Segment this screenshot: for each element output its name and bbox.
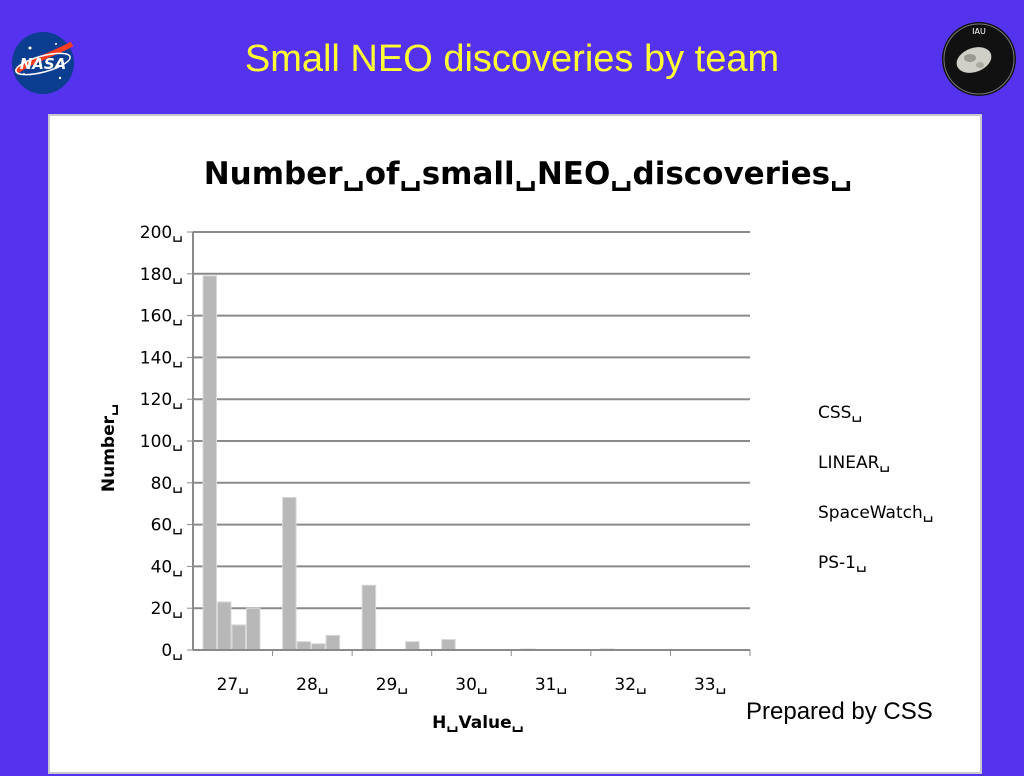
bar xyxy=(282,496,297,651)
prepared-by-label: Prepared by CSS xyxy=(746,698,933,725)
y-tick-label: 160␣ xyxy=(140,307,183,327)
y-tick-label: 40␣ xyxy=(151,557,183,577)
x-tick-label: 30␣ xyxy=(455,675,487,695)
legend-entry: SpaceWatch␣ xyxy=(818,503,934,523)
iau-minor-planet-center-logo: IAU xyxy=(940,20,1018,98)
y-tick-label: 60␣ xyxy=(151,516,183,536)
x-tick-label: 29␣ xyxy=(376,675,408,695)
bar xyxy=(361,584,377,651)
y-tick-label: 20␣ xyxy=(151,599,183,619)
x-tick-label: 28␣ xyxy=(296,675,328,695)
y-tick-label: 0␣ xyxy=(161,641,183,661)
legend-entry: LINEAR␣ xyxy=(818,453,890,473)
bar xyxy=(405,641,420,651)
bar xyxy=(231,624,246,651)
chart-title: Number␣of␣small␣NEO␣discoveries␣ xyxy=(204,156,853,192)
x-tick-label: 33␣ xyxy=(694,675,726,695)
y-tick-label: 180␣ xyxy=(140,265,183,285)
bar xyxy=(202,275,217,651)
bar xyxy=(325,634,341,651)
svg-text:IAU: IAU xyxy=(972,27,986,36)
nasa-logo: NASA xyxy=(10,30,76,96)
x-tick-label: 31␣ xyxy=(535,675,567,695)
x-tick-label: 32␣ xyxy=(614,675,646,695)
y-tick-label: 120␣ xyxy=(140,390,183,410)
bar xyxy=(246,607,261,651)
y-axis-title: Number␣ xyxy=(99,404,119,492)
y-tick-label: 80␣ xyxy=(151,474,183,494)
bar-chart: Number␣of␣small␣NEO␣discoveries␣ 0␣ 20␣ 40… xyxy=(99,156,934,733)
chart-panel: Number␣of␣small␣NEO␣discoveries␣ 0␣ 20␣ 40… xyxy=(48,114,982,774)
y-tick-label: 100␣ xyxy=(140,432,183,452)
bar xyxy=(217,601,232,651)
y-tick-label: 200␣ xyxy=(140,223,183,243)
x-axis-title: H␣Value␣ xyxy=(432,713,524,733)
bar xyxy=(441,639,456,651)
legend-entry: CSS␣ xyxy=(818,403,862,423)
legend-entry: PS-1␣ xyxy=(818,553,867,573)
x-tick-label: 27␣ xyxy=(217,675,249,695)
slide-title: Small NEO discoveries by team xyxy=(244,38,780,80)
svg-text:NASA: NASA xyxy=(20,55,67,73)
bar xyxy=(296,641,312,651)
y-tick-label: 140␣ xyxy=(140,348,183,368)
